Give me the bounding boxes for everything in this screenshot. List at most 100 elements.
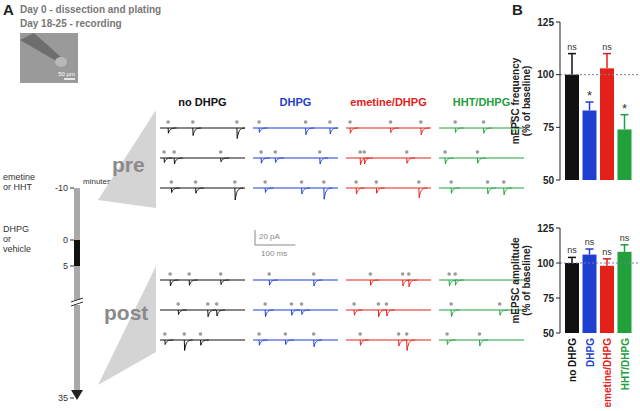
error-cap [603,258,611,260]
y-tick [556,22,560,23]
mepsc-event [391,128,399,133]
category-label: DHPG [585,338,596,367]
mepsc-event [259,128,267,133]
plot-area [560,54,638,180]
y-tick-label: 125 [537,223,554,234]
event-dot [284,332,288,336]
mepsc-event [265,188,273,193]
cell [55,57,67,67]
drug-label: or [3,234,11,244]
photo-scale-label: 50 µm [58,71,75,77]
error-bar [624,115,626,130]
y-axis [560,22,561,180]
error-bar [589,249,591,255]
mepsc-event [237,128,245,139]
mepsc-event [500,310,508,315]
mepsc-event [419,188,427,198]
drug-bar [74,240,80,266]
trace-column [160,120,245,350]
timeline-tick [70,398,74,399]
mepsc-event [360,340,368,345]
trace-baseline [160,280,245,281]
y-axis-label: (% of baseline) [521,245,532,316]
mepsc-event [165,340,173,345]
phase-wedge [98,266,156,385]
mepsc-event [164,158,172,163]
panel-label: A [3,1,14,18]
y-tick [556,180,560,181]
mepsc-event [407,158,415,163]
header-line: Day 0 - dissection and plating [20,4,161,15]
event-dot [187,272,191,276]
error-bar [606,259,608,266]
event-dot [375,180,379,184]
trace-baseline [160,158,245,159]
event-dot [445,332,449,336]
mepsc-event [189,280,197,285]
event-dot [348,120,352,124]
mepsc-event [235,188,243,200]
error-bar [571,54,573,75]
mepsc-event [259,340,267,345]
event-dot [447,272,451,276]
photo-bg [20,33,78,83]
mepsc-event [477,158,485,163]
mepsc-event [324,188,332,199]
significance-label: * [587,88,592,103]
event-dot [206,302,210,306]
mepsc-event [171,188,179,193]
event-dot [449,302,453,306]
event-dot [449,180,453,184]
error-cap [621,244,629,246]
y-tick [556,263,560,264]
pipette [20,33,62,62]
event-dot [166,120,170,124]
timeline-tick [70,188,74,189]
event-dot [191,120,195,124]
event-dot [401,272,405,276]
mepsc-event [378,310,386,317]
mepsc-event [484,128,492,133]
mepsc-event [306,128,314,135]
pretreat-label: emetine [3,172,35,182]
event-dot [304,120,308,124]
bar [565,75,579,180]
event-dot [377,302,381,306]
event-dot [312,272,316,276]
column-title: emetine/DHPG [350,96,426,108]
event-dot [176,302,180,306]
mepsc-event [261,158,269,163]
pretreat-bar [74,188,80,390]
event-dot [170,180,174,184]
mepsc-event [479,340,487,346]
mepsc-event [407,340,415,351]
bar [565,263,579,333]
bar [600,68,614,180]
event-dot [453,272,457,276]
y-tick-label: 75 [543,122,555,133]
event-dot [233,180,237,184]
event-dot [263,180,267,184]
figure: ADay 0 - dissection and platingDay 18-25… [0,0,640,411]
arrow-head [71,390,83,400]
mepsc-event [168,128,176,133]
event-dot [300,302,304,306]
event-dot [273,150,277,154]
scale-bar-y-label: 20 pA [259,232,281,241]
scale-bar-x [255,245,295,246]
event-dot [389,120,393,124]
bar [583,255,597,333]
panel-label: B [512,1,523,18]
error-cap [568,53,576,55]
y-axis-label: mEPSC amplitude [510,237,521,324]
event-dot [453,120,457,124]
event-dot [263,302,267,306]
event-dot [290,302,294,306]
mepsc-event [330,128,338,134]
mepsc-event [447,340,455,345]
trace-column [253,120,338,347]
event-dot [358,150,362,154]
scale-bar-x-label: 100 ms [261,249,287,258]
photo: 50 µm [20,33,78,83]
event-dot [219,272,223,276]
